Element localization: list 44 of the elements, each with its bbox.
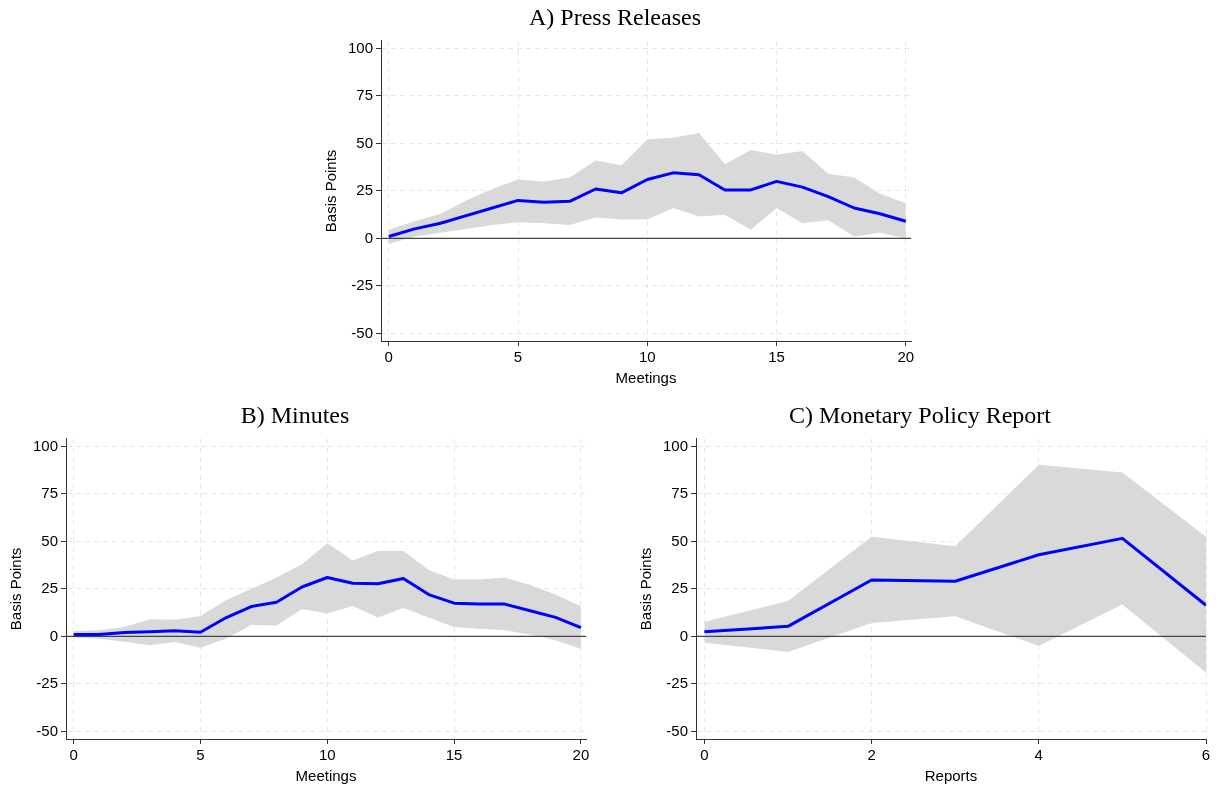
y-tick-label: 25 [671, 579, 689, 597]
y-tick-label: -25 [351, 276, 374, 294]
y-tick-label: 50 [41, 531, 59, 549]
x-tick-label: 20 [897, 348, 915, 366]
x-axis-title: Meetings [295, 767, 357, 785]
y-axis-title: Basis Points [7, 547, 25, 631]
x-tick-label: 0 [69, 746, 78, 764]
chart-title: C) Monetary Policy Report [789, 401, 1052, 428]
y-axis-title: Basis Points [322, 149, 340, 233]
y-tick-label: 25 [41, 579, 59, 597]
y-tick-label: 75 [356, 86, 374, 104]
y-tick-label: 100 [348, 38, 374, 56]
x-tick-label: 20 [572, 746, 590, 764]
y-tick-label: -50 [36, 721, 59, 739]
x-tick-label: 15 [768, 348, 785, 366]
y-tick-label: 75 [41, 484, 59, 502]
y-tick-label: 0 [679, 626, 689, 644]
x-tick-label: 4 [1034, 746, 1043, 764]
y-tick-label: 100 [33, 436, 59, 454]
y-tick-label: 75 [671, 484, 689, 502]
y-tick-label: 50 [356, 133, 374, 151]
x-tick-label: 10 [318, 746, 336, 764]
y-axis-title: Basis Points [637, 547, 655, 631]
x-tick-label: 2 [867, 746, 876, 764]
x-tick-label: 6 [1201, 746, 1211, 764]
x-tick-label: 0 [700, 746, 709, 764]
y-tick-label: 0 [49, 626, 59, 644]
x-tick-label: 0 [384, 348, 393, 366]
x-tick-label: 15 [445, 746, 463, 764]
x-tick-label: 5 [196, 746, 205, 764]
x-axis-title: Meetings [615, 369, 677, 387]
y-tick-label: -25 [666, 674, 689, 692]
y-tick-label: 0 [364, 228, 374, 246]
chart-title: B) Minutes [240, 401, 350, 428]
y-tick-label: -50 [666, 721, 689, 739]
y-tick-label: -25 [36, 674, 59, 692]
chart-title: A) Press Releases [529, 3, 701, 30]
x-tick-label: 5 [513, 348, 523, 366]
x-axis-title: Reports [924, 767, 978, 785]
y-tick-label: 50 [671, 531, 689, 549]
y-tick-label: -50 [351, 323, 374, 341]
y-tick-label: 100 [663, 436, 689, 454]
y-tick-label: 25 [356, 181, 374, 199]
x-tick-label: 10 [638, 348, 656, 366]
